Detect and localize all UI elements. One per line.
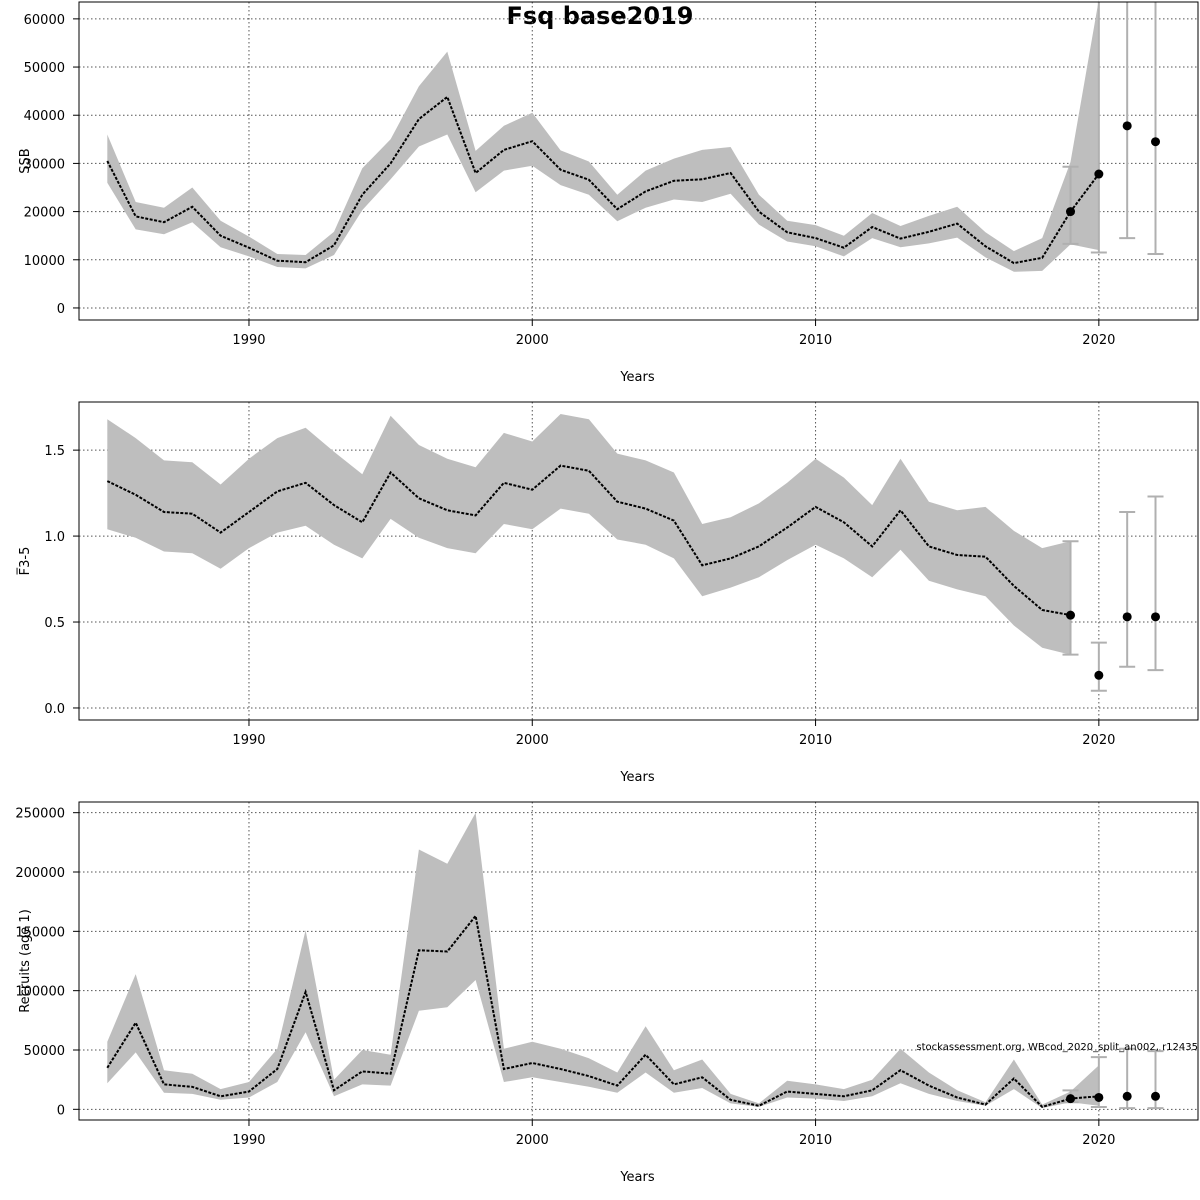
x-axis-label: Years xyxy=(619,770,655,785)
estimate-line xyxy=(106,464,1071,617)
plot-frame xyxy=(78,1,1199,321)
y-tick-label: 200000 xyxy=(15,866,65,881)
plot-frame xyxy=(78,801,1199,1121)
confidence-band xyxy=(107,414,1071,655)
projection-whisker xyxy=(1119,511,1136,668)
y-tick-label: 0.0 xyxy=(44,702,65,717)
x-tick-label: 2010 xyxy=(799,733,832,748)
y-tick-label: 0 xyxy=(57,1103,65,1118)
y-axis-label: Recruits (age 1) xyxy=(18,909,33,1013)
projection-whisker xyxy=(1090,641,1107,692)
projection-whisker xyxy=(1062,540,1079,656)
x-tick-label: 1990 xyxy=(232,733,265,748)
projection-point xyxy=(1122,612,1132,622)
x-tick-label: 1990 xyxy=(232,333,265,348)
estimate-line xyxy=(106,913,1099,1109)
x-tick-label: 1990 xyxy=(232,1133,265,1148)
x-tick-label: 2010 xyxy=(799,333,832,348)
confidence-band xyxy=(107,812,1099,1109)
projection-point xyxy=(1151,1091,1161,1101)
y-axis-label: SSB xyxy=(18,148,33,173)
x-tick-label: 2000 xyxy=(516,1133,549,1148)
y-tick-label: 0.5 xyxy=(44,616,65,631)
y-axis-label: F̅3-5 xyxy=(17,547,33,576)
y-tick-label: 20000 xyxy=(24,206,65,221)
y-tick-label: 40000 xyxy=(24,109,65,124)
panel-1: 1990 2000 2010 2020 0 10000 20000 30000 40000 500… xyxy=(18,0,1199,385)
x-axis-label: Years xyxy=(619,1170,655,1185)
source-note: stockassessment.org, WBcod_2020_split_an… xyxy=(916,1042,1198,1053)
projection-whisker xyxy=(1062,165,1079,245)
x-axis-label: Years xyxy=(619,370,655,385)
projection-point xyxy=(1094,670,1104,680)
projection-whisker xyxy=(1090,2,1107,254)
y-tick-label: 50000 xyxy=(24,61,65,76)
y-tick-label: 30000 xyxy=(24,157,65,172)
y-tick-label: 100000 xyxy=(15,985,65,1000)
projection-point xyxy=(1066,207,1076,217)
confidence-band xyxy=(107,0,1099,272)
x-tick-label: 2010 xyxy=(799,1133,832,1148)
x-tick-label: 2000 xyxy=(516,733,549,748)
y-tick-label: 50000 xyxy=(24,1044,65,1059)
y-tick-label: 150000 xyxy=(15,925,65,940)
x-tick-label: 2020 xyxy=(1082,1133,1115,1148)
projection-point xyxy=(1151,612,1161,622)
projection-point xyxy=(1151,137,1161,147)
projection-whisker xyxy=(1119,2,1136,240)
plot-frame xyxy=(78,401,1199,721)
projection-whisker xyxy=(1147,495,1164,672)
projection-whisker xyxy=(1147,2,1164,255)
figure-title: Fsq base2019 xyxy=(507,2,694,30)
projection-point xyxy=(1122,1091,1132,1101)
y-tick-label: 0 xyxy=(57,302,65,317)
y-tick-label: 60000 xyxy=(24,13,65,28)
y-tick-label: 1.0 xyxy=(44,530,65,545)
projection-point xyxy=(1066,610,1076,620)
y-tick-label: 10000 xyxy=(24,254,65,269)
x-tick-label: 2000 xyxy=(516,333,549,348)
projection-point xyxy=(1094,1092,1104,1102)
estimate-line xyxy=(106,95,1100,265)
projection-point xyxy=(1066,1094,1076,1104)
x-tick-label: 2020 xyxy=(1082,333,1115,348)
y-tick-label: 250000 xyxy=(15,807,65,822)
panel-2: 1990 2000 2010 2020 0.0 0.5 1.0 1.5 Years F̅3-5 xyxy=(17,401,1199,785)
projection-point xyxy=(1122,121,1132,131)
x-tick-label: 2020 xyxy=(1082,733,1115,748)
projection-point xyxy=(1094,169,1104,179)
panel-3: 1990 2000 2010 2020 0 50000 100000 150000 200000… xyxy=(15,801,1199,1185)
y-tick-label: 1.5 xyxy=(44,444,65,459)
